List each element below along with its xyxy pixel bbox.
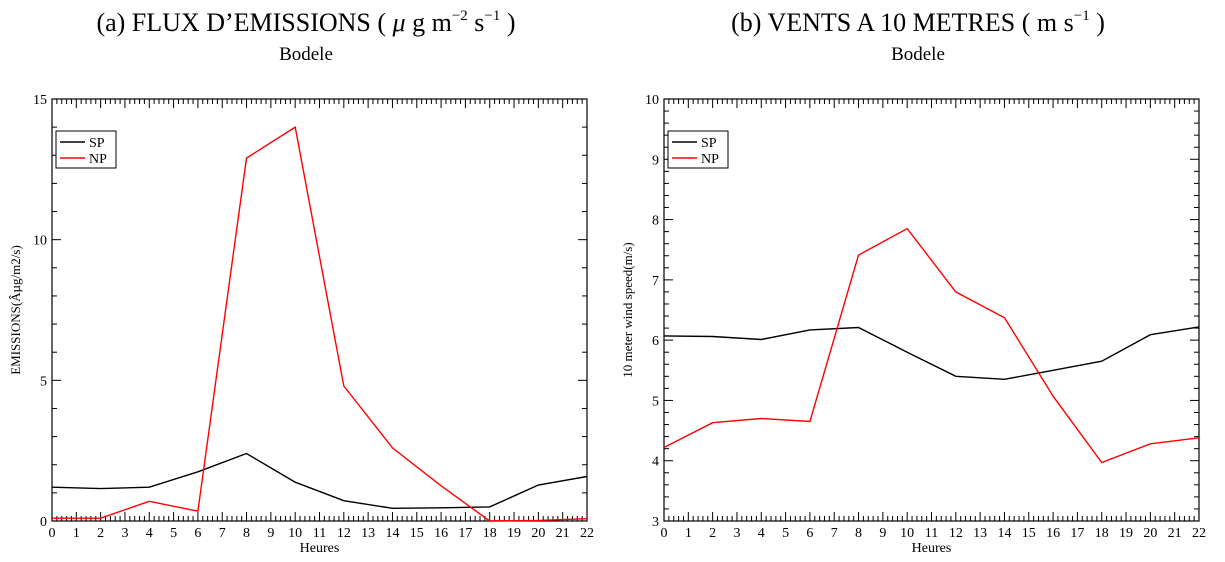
x-tick-label: 7 [831,526,838,541]
x-axis-label: Heures [912,541,952,556]
x-tick-label: 4 [758,526,765,541]
x-tick-label: 6 [806,526,813,541]
x-tick-label: 8 [855,526,862,541]
x-tick-label: 3 [121,526,128,541]
x-tick-label: 6 [194,526,201,541]
x-tick-label: 14 [997,526,1011,541]
x-tick-label: 17 [1070,526,1084,541]
x-tick-label: 22 [580,526,594,541]
y-tick-label: 5 [40,374,47,389]
y-tick-label: 9 [652,153,659,168]
y-tick-label: 15 [33,93,47,108]
x-tick-label: 15 [410,526,424,541]
legend-box [668,131,728,168]
x-tick-label: 11 [313,526,326,541]
legend-label: SP [701,136,717,151]
y-tick-label: 4 [652,455,659,470]
series-line-np [52,127,587,521]
y-tick-label: 6 [652,334,659,349]
x-tick-label: 10 [900,526,914,541]
y-tick-label: 8 [652,214,659,229]
x-tick-label: 3 [733,526,740,541]
y-tick-label: 10 [33,234,47,249]
x-tick-label: 19 [507,526,521,541]
x-tick-label: 1 [685,526,692,541]
x-tick-label: 17 [458,526,472,541]
x-tick-label: 12 [949,526,963,541]
x-tick-label: 1 [73,526,80,541]
y-tick-label: 3 [652,515,659,530]
panel-emissions: (a) FLUX D’EMISSIONS ( μ g m−2 s−1 ) Bod… [0,0,612,562]
x-tick-label: 2 [97,526,104,541]
x-tick-label: 20 [1143,526,1157,541]
x-tick-label: 8 [243,526,250,541]
x-tick-label: 0 [661,526,668,541]
y-axis-label: 10 meter wind speed(m/s) [620,242,635,377]
x-tick-label: 9 [879,526,886,541]
x-tick-label: 0 [49,526,56,541]
series-line-sp [664,327,1199,379]
y-tick-label: 7 [652,274,659,289]
emissions-chart: 0 1 2 3 4 5 6 7 8 9 10 11 12 13 14 15 16 17 18 19 20 21 220510… [0,0,612,562]
y-axis-label: EMISSIONS(Âµg/m2/s) [8,245,23,375]
x-tick-label: 14 [385,526,399,541]
x-tick-label: 5 [782,526,789,541]
x-tick-label: 22 [1192,526,1206,541]
x-tick-label: 13 [973,526,987,541]
legend-label: NP [701,152,719,167]
plot-frame [52,99,587,521]
x-tick-label: 5 [170,526,177,541]
x-tick-label: 20 [531,526,545,541]
x-tick-label: 18 [483,526,497,541]
series-line-sp [52,454,587,509]
x-tick-label: 12 [337,526,351,541]
x-tick-label: 18 [1095,526,1109,541]
x-tick-label: 19 [1119,526,1133,541]
legend-label: NP [89,152,107,167]
plot-frame [664,99,1199,521]
x-tick-label: 4 [146,526,153,541]
x-tick-label: 9 [267,526,274,541]
y-tick-label: 5 [652,394,659,409]
legend-box [56,131,116,168]
panel-wind: (b) VENTS A 10 METRES ( m s−1 ) Bodele 0… [612,0,1224,562]
legend-label: SP [89,136,105,151]
x-tick-label: 10 [288,526,302,541]
x-tick-label: 11 [925,526,938,541]
x-axis-label: Heures [300,541,340,556]
x-tick-label: 2 [709,526,716,541]
y-tick-label: 10 [645,93,659,108]
y-tick-label: 0 [40,515,47,530]
x-tick-label: 13 [361,526,375,541]
x-tick-label: 16 [434,526,448,541]
x-tick-label: 21 [1168,526,1182,541]
x-tick-label: 21 [556,526,570,541]
wind-chart: 0 1 2 3 4 5 6 7 8 9 10 11 12 13 14 15 16 17 18 19 20 21 223456… [612,0,1224,562]
x-tick-label: 16 [1046,526,1060,541]
x-tick-label: 7 [219,526,226,541]
series-line-np [664,229,1199,463]
x-tick-label: 15 [1022,526,1036,541]
